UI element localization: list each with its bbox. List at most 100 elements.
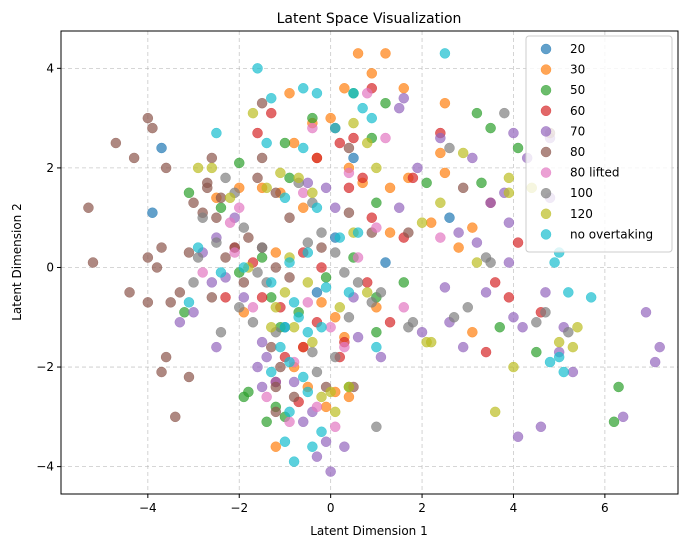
data-point bbox=[297, 416, 309, 428]
data-point bbox=[302, 237, 314, 248]
data-point bbox=[252, 63, 263, 74]
data-point bbox=[124, 287, 135, 298]
data-point bbox=[508, 127, 519, 139]
data-point bbox=[188, 307, 199, 318]
data-point bbox=[457, 182, 469, 194]
data-point bbox=[343, 182, 355, 194]
data-point bbox=[567, 341, 579, 353]
data-point bbox=[174, 287, 186, 298]
data-point bbox=[348, 117, 359, 129]
data-point bbox=[224, 217, 236, 228]
data-point bbox=[398, 92, 410, 104]
data-point bbox=[435, 197, 446, 209]
data-point bbox=[206, 152, 218, 164]
data-point bbox=[494, 321, 506, 333]
x-tick-label: 4 bbox=[510, 501, 518, 515]
data-point bbox=[339, 341, 350, 353]
data-point bbox=[297, 341, 309, 353]
data-point bbox=[325, 112, 336, 124]
data-point bbox=[375, 351, 387, 363]
x-axis-label: Latent Dimension 1 bbox=[310, 524, 428, 538]
data-point bbox=[238, 222, 250, 233]
data-point bbox=[585, 292, 597, 303]
x-axis-ticks: −4 −2 0 2 4 6 bbox=[139, 494, 609, 515]
data-point bbox=[320, 282, 332, 293]
data-point bbox=[425, 217, 437, 228]
data-point bbox=[439, 97, 451, 109]
data-point bbox=[316, 262, 327, 273]
data-point bbox=[220, 292, 231, 303]
legend-marker bbox=[540, 146, 552, 158]
data-point bbox=[215, 326, 227, 338]
data-point bbox=[371, 341, 382, 353]
data-point bbox=[444, 212, 455, 223]
legend-label: 120 bbox=[570, 207, 593, 221]
data-point bbox=[553, 336, 565, 348]
data-point bbox=[444, 142, 455, 154]
data-point bbox=[403, 227, 414, 238]
data-point bbox=[348, 152, 359, 164]
data-point bbox=[297, 202, 309, 213]
data-point bbox=[416, 326, 428, 338]
data-point bbox=[256, 152, 268, 164]
data-point bbox=[256, 381, 268, 393]
data-point bbox=[380, 132, 391, 144]
data-point bbox=[206, 277, 218, 288]
data-point bbox=[270, 187, 282, 199]
data-point bbox=[535, 421, 547, 433]
data-point bbox=[288, 137, 300, 149]
data-point bbox=[407, 172, 419, 184]
data-point bbox=[476, 177, 487, 189]
data-point bbox=[462, 302, 474, 313]
data-point bbox=[334, 302, 346, 313]
data-point bbox=[316, 321, 327, 333]
data-point bbox=[393, 102, 405, 114]
data-point bbox=[403, 321, 414, 333]
data-point bbox=[371, 326, 382, 338]
data-point bbox=[265, 292, 277, 303]
data-point bbox=[343, 391, 355, 403]
x-tick-label: −4 bbox=[139, 501, 157, 515]
legend-marker bbox=[540, 84, 552, 96]
data-point bbox=[265, 366, 277, 378]
data-point bbox=[380, 48, 391, 59]
y-axis-label: Latent Dimension 2 bbox=[10, 203, 24, 321]
data-point bbox=[270, 381, 282, 393]
series-2 bbox=[179, 87, 624, 428]
data-point bbox=[284, 356, 295, 368]
data-point bbox=[343, 142, 355, 154]
data-point bbox=[297, 83, 309, 94]
data-point bbox=[348, 132, 359, 144]
data-point bbox=[361, 87, 373, 99]
data-point bbox=[416, 217, 428, 228]
data-point bbox=[284, 272, 295, 283]
data-point bbox=[553, 351, 565, 363]
legend-label: 80 lifted bbox=[570, 166, 619, 180]
data-point bbox=[256, 242, 268, 253]
data-point bbox=[128, 152, 140, 164]
data-point bbox=[307, 122, 318, 134]
data-point bbox=[540, 287, 551, 298]
series-6 bbox=[197, 87, 446, 433]
legend-marker bbox=[540, 64, 552, 75]
data-point bbox=[320, 401, 332, 413]
data-point bbox=[188, 197, 199, 209]
data-point bbox=[288, 391, 300, 403]
data-point bbox=[256, 97, 268, 109]
legend-label: 70 bbox=[570, 124, 585, 138]
data-point bbox=[361, 137, 373, 149]
data-point bbox=[192, 252, 204, 263]
data-point bbox=[265, 341, 277, 353]
series-7 bbox=[188, 107, 574, 433]
legend-marker bbox=[540, 229, 552, 240]
data-point bbox=[508, 312, 519, 323]
data-point bbox=[284, 87, 295, 99]
data-point bbox=[233, 157, 245, 169]
data-point bbox=[270, 262, 282, 273]
data-point bbox=[160, 351, 172, 363]
series-8 bbox=[192, 107, 583, 418]
data-point bbox=[343, 287, 355, 298]
data-point bbox=[380, 257, 391, 268]
data-point bbox=[329, 202, 341, 213]
data-point bbox=[265, 92, 277, 104]
